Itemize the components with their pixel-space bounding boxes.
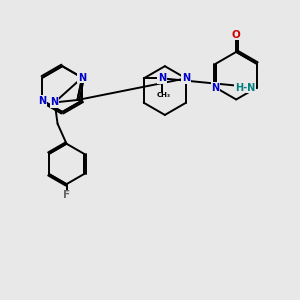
- Text: N: N: [158, 74, 166, 83]
- Text: F: F: [63, 190, 70, 200]
- Text: N: N: [212, 82, 220, 93]
- Text: N: N: [78, 73, 86, 82]
- Text: O: O: [232, 30, 241, 40]
- Text: H-N: H-N: [235, 82, 255, 93]
- Text: N: N: [38, 95, 46, 106]
- Text: N: N: [51, 98, 59, 107]
- Text: CH₃: CH₃: [157, 92, 171, 98]
- Text: N: N: [182, 74, 190, 83]
